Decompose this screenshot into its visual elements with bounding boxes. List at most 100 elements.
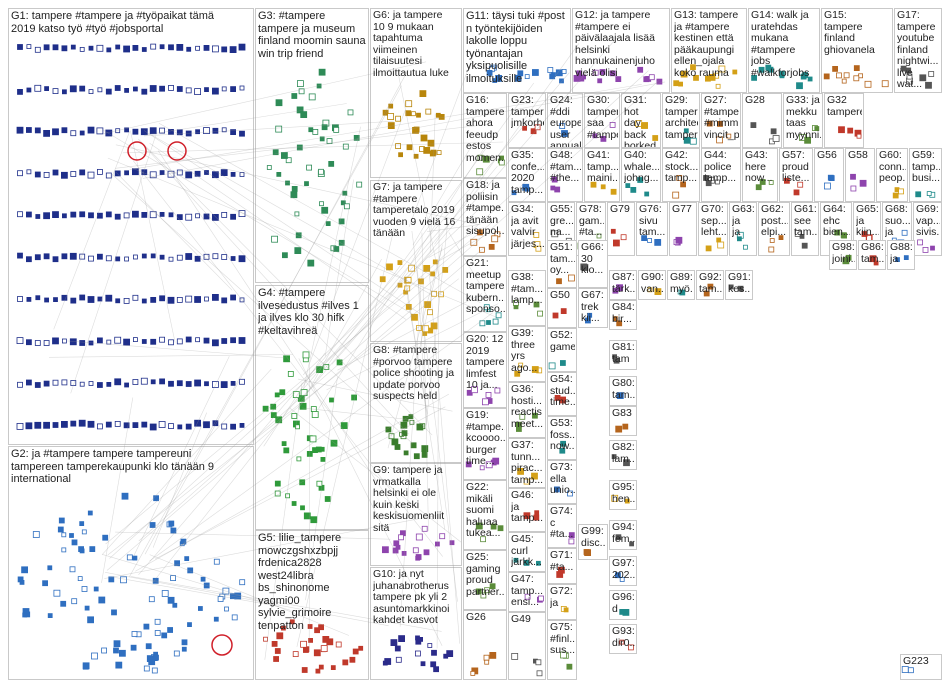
network-node <box>559 123 566 129</box>
network-node <box>388 103 394 109</box>
network-node <box>98 596 106 604</box>
network-edge <box>133 356 230 557</box>
network-edge <box>298 258 382 410</box>
network-node <box>323 363 330 370</box>
group-label-g95: G95: hen... <box>612 482 635 505</box>
network-node <box>141 253 147 259</box>
network-node <box>647 287 653 293</box>
network-node <box>419 90 427 97</box>
network-node <box>185 130 192 137</box>
network-node <box>556 278 562 285</box>
network-node <box>342 659 349 666</box>
network-edge <box>106 246 486 571</box>
network-node <box>96 127 104 135</box>
network-edge <box>129 85 402 577</box>
network-edge <box>143 120 394 137</box>
network-node <box>285 157 292 164</box>
network-node <box>597 78 603 84</box>
network-node <box>58 517 65 524</box>
network-node <box>115 256 121 262</box>
network-node <box>296 106 304 114</box>
group-label-g73: G73: ella unio... <box>550 462 575 496</box>
network-node <box>197 606 203 611</box>
network-node <box>718 65 726 73</box>
group-label-g36: G36: hosti... reactis meet... <box>511 384 544 430</box>
network-edge <box>115 531 391 540</box>
network-node <box>420 134 428 142</box>
network-node <box>119 649 126 657</box>
group-label-g93: G93: dir0... <box>612 626 635 649</box>
network-node <box>52 379 59 386</box>
network-node <box>238 255 246 263</box>
group-label-g41: G41: tamp... maini... <box>587 150 618 184</box>
network-node <box>494 387 501 394</box>
network-node <box>230 294 237 301</box>
network-node <box>43 253 50 260</box>
network-node <box>211 213 219 221</box>
network-node <box>485 391 492 398</box>
network-node <box>301 667 308 673</box>
network-node <box>475 588 482 595</box>
network-node <box>408 414 414 420</box>
network-node <box>481 398 489 406</box>
network-node <box>751 75 757 81</box>
network-node <box>715 179 720 185</box>
network-node <box>421 525 428 532</box>
network-node <box>387 122 395 129</box>
network-node <box>221 254 228 260</box>
group-panel-g90 <box>638 270 666 300</box>
network-edge <box>318 146 486 409</box>
group-label-g68: G68: suo... ja <box>885 204 910 238</box>
network-node <box>229 46 237 53</box>
network-node <box>343 203 350 210</box>
network-node <box>274 490 281 497</box>
network-edge <box>411 230 458 602</box>
network-node <box>585 317 591 324</box>
network-edge <box>264 382 303 660</box>
network-node <box>292 651 299 657</box>
network-edge <box>296 227 395 647</box>
network-node <box>170 575 177 581</box>
network-edge <box>154 406 446 560</box>
network-edge <box>399 276 422 627</box>
network-node <box>114 420 121 427</box>
network-node <box>715 83 721 89</box>
network-node <box>159 211 165 217</box>
group-panel-g6 <box>370 8 462 178</box>
network-node <box>230 129 237 136</box>
network-node <box>637 177 644 183</box>
network-edge <box>115 124 489 169</box>
network-node <box>522 125 527 131</box>
network-edge <box>436 224 440 649</box>
network-node <box>121 492 129 500</box>
network-node <box>922 246 929 253</box>
network-node <box>272 149 279 156</box>
network-node <box>34 46 41 53</box>
network-node <box>300 640 308 648</box>
network-node <box>432 259 438 265</box>
network-node <box>892 192 899 199</box>
group-label-g70: G70: sep... leht... <box>701 204 726 238</box>
network-node <box>194 170 201 177</box>
network-node <box>559 447 566 454</box>
network-node <box>130 644 137 651</box>
network-node <box>770 128 777 135</box>
self-loop-marker <box>167 141 187 161</box>
network-node <box>176 338 183 345</box>
network-node <box>149 85 157 92</box>
network-node <box>470 238 478 246</box>
group-label-g50: G50 <box>550 290 570 301</box>
network-node <box>300 505 305 511</box>
network-node <box>532 69 539 76</box>
network-node <box>124 256 129 262</box>
group-label-g5: G5: lilie_tampere mowczgshxzbpjj frdenic… <box>258 532 342 632</box>
network-edge <box>429 113 436 253</box>
network-node <box>211 381 219 388</box>
network-node <box>427 309 433 316</box>
network-node <box>131 168 139 176</box>
network-node <box>427 643 433 648</box>
network-edge <box>149 143 407 320</box>
group-label-g16: G16: tampere ahora feeudp estos momen... <box>466 95 505 164</box>
network-node <box>176 44 184 51</box>
group-label-g34: G34: ja avit valvir järjes... <box>511 204 544 250</box>
